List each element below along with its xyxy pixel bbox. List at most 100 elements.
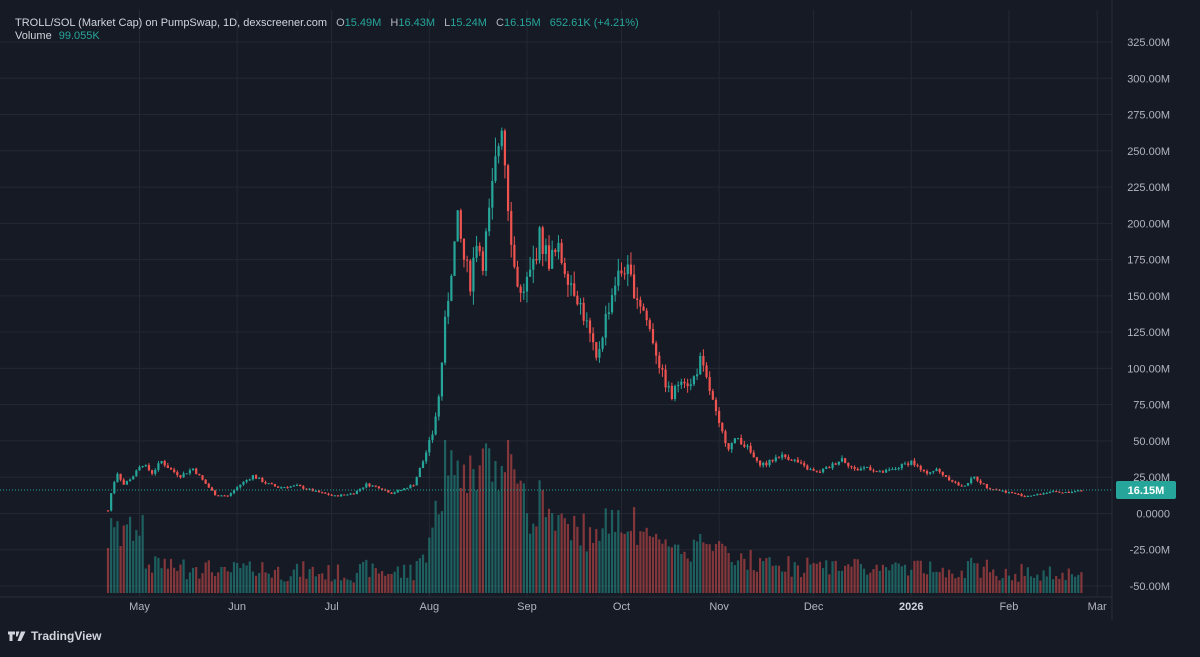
volume-bar — [1067, 568, 1070, 593]
volume-bar — [1023, 576, 1026, 593]
volume-bar — [110, 518, 113, 593]
volume-bar — [421, 554, 425, 593]
candle-body — [1029, 495, 1033, 497]
candle-body — [1026, 496, 1029, 498]
volume-bar — [985, 559, 988, 593]
candle-body — [396, 490, 399, 493]
volume-bar — [437, 514, 440, 593]
volume-bar — [982, 566, 985, 593]
candle-body — [371, 485, 374, 487]
candle-body — [888, 469, 891, 471]
volume-bar — [711, 551, 714, 593]
candle-body — [636, 298, 639, 300]
candle-body — [834, 463, 837, 465]
candle-body — [368, 483, 371, 487]
symbol-title[interactable]: TROLL/SOL (Market Cap) on PumpSwap, 1D, … — [15, 17, 327, 29]
volume-bar — [692, 539, 696, 593]
candle-body — [582, 302, 585, 321]
volume-bar — [736, 560, 740, 593]
candle-body — [1061, 492, 1064, 494]
candle-body — [229, 493, 232, 496]
tradingview-footer[interactable]: TradingView — [8, 628, 101, 644]
volume-bar — [781, 571, 784, 593]
candle-body — [421, 461, 425, 469]
time-axis[interactable]: May Jun Jul Aug Sep Oct Nov Dec 2026 Feb Mar — [129, 601, 1107, 613]
candle-body — [724, 431, 727, 444]
candle-body — [226, 495, 229, 497]
volume-bar — [447, 475, 450, 593]
volume-bar — [362, 561, 365, 593]
candle-body — [601, 337, 604, 350]
volume-bar — [166, 568, 169, 593]
volume-bar — [632, 507, 636, 593]
candle-body — [626, 264, 629, 275]
volume-bar — [258, 573, 261, 593]
high-label: H — [390, 17, 399, 29]
y-tick-label: 0.0000 — [1136, 508, 1170, 520]
volume-bar — [544, 517, 547, 593]
volume-bar — [752, 570, 755, 593]
volume-bar — [661, 543, 664, 593]
volume-bar — [239, 568, 242, 593]
volume-bar — [718, 541, 721, 593]
volume-bar — [1014, 573, 1017, 593]
candle-body — [343, 494, 346, 496]
candle-body — [469, 260, 472, 292]
volume-legend: Volume 99.055K — [15, 30, 100, 42]
candle-body — [970, 478, 973, 484]
volume-bars — [106, 440, 1083, 593]
y-tick-label: 225.00M — [1127, 182, 1170, 194]
volume-bar — [598, 540, 601, 593]
candle-body — [736, 437, 740, 439]
volume-bar — [125, 524, 129, 593]
volume-bar — [705, 543, 708, 593]
volume-bar — [932, 572, 935, 593]
volume-bar — [273, 569, 277, 593]
candle-body — [828, 467, 831, 469]
volume-bar — [730, 562, 733, 593]
volume-bar — [642, 531, 645, 593]
candle-body — [434, 416, 437, 435]
volume-bar — [195, 567, 198, 593]
change-value: 652.61K (+4.21%) — [549, 17, 639, 29]
volume-bar — [418, 558, 421, 593]
volume-bar — [554, 530, 557, 593]
candle-body — [1064, 492, 1067, 494]
volume-bar — [346, 579, 349, 593]
volume-bar — [261, 562, 264, 593]
volume-bar — [648, 536, 651, 593]
candle-body — [941, 471, 944, 476]
volume-bar — [913, 560, 916, 593]
candle-body — [362, 487, 365, 489]
volume-bar — [620, 532, 623, 593]
volume-bar — [607, 533, 610, 593]
volume-bar — [484, 443, 488, 593]
price-axis[interactable]: 325.00M 300.00M 275.00M 250.00M 225.00M 200.0… — [1127, 37, 1170, 593]
volume-bar — [163, 558, 166, 593]
candle-body — [529, 269, 532, 277]
volume-bar — [169, 558, 173, 593]
volume-bar — [749, 549, 752, 593]
volume-bar — [403, 564, 406, 593]
tradingview-brand: TradingView — [31, 629, 102, 643]
x-tick-label: Jul — [325, 601, 339, 613]
volume-value: 99.055K — [58, 30, 100, 42]
volume-bar — [670, 547, 673, 593]
candle-body — [500, 130, 503, 147]
volume-bar — [617, 510, 620, 593]
volume-bar — [740, 553, 743, 593]
candle-body — [387, 490, 390, 493]
candle-body — [302, 486, 305, 489]
candle-body — [330, 494, 333, 496]
volume-bar — [831, 561, 834, 593]
candle-body — [944, 475, 948, 477]
candle-body — [510, 211, 513, 245]
low-label: L — [444, 17, 451, 29]
candle-body — [488, 207, 491, 232]
volume-bar — [144, 568, 147, 593]
volume-label[interactable]: Volume — [15, 30, 52, 42]
candle-body — [573, 283, 576, 296]
candle-body — [447, 300, 450, 317]
